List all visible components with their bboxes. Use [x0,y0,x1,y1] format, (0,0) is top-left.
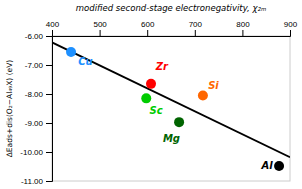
x-tick-label: 600 [141,20,155,29]
y-axis-title: ΔEads+dis(O₂−Al₄₉X) (eV) [5,60,14,158]
marks [52,42,290,171]
x-tick-label: 400 [46,20,60,29]
plot-frame [52,36,290,181]
x-tick: 900 [284,20,298,36]
y-tick-label: -7.00 [25,61,44,70]
regression-line [52,42,290,157]
y-tick: -8.00 [25,90,52,99]
title: modified second-stage electronegativity,… [76,3,266,13]
point [146,79,156,89]
point [66,47,76,57]
x-tick-label: 800 [236,20,250,29]
x-tick-label: 900 [284,20,298,29]
x-tick: 500 [93,20,107,36]
x-tick-label: 700 [189,20,203,29]
x-tick: 700 [189,20,203,36]
x-tick-mark [290,30,291,36]
point-label: Zr [155,61,169,72]
point [141,93,151,103]
point-label: Si [208,80,219,91]
x-axis-line [53,30,291,37]
y-tick-label: -10.00 [20,148,43,157]
x-tick-mark [52,30,53,36]
chart: 400 500 600 700 800 900 -6.00 -7.00 -8.00 -9.00 -1… [0,0,302,189]
point-label: Al [260,160,273,171]
y-tick-mark [46,152,52,153]
y-tick-mark [46,94,52,95]
point-label: Mg [163,133,180,144]
y-tick-mark [46,65,52,66]
y-axis-line [46,37,53,182]
y-tick: -7.00 [25,61,52,70]
y-tick-mark [46,36,52,37]
y-tick-mark [46,181,52,182]
x-tick: 400 [46,20,60,36]
x-tick: 800 [236,20,250,36]
y-tick-label: -8.00 [25,90,44,99]
y-tick-label: -11.00 [21,177,44,186]
y-axis: -6.00 -7.00 -8.00 -9.00 -10.00 -11.00 [20,32,52,186]
y-tick: -11.00 [21,177,52,186]
x-tick-label: 500 [93,20,107,29]
x-tick: 600 [141,20,155,36]
y-tick-mark [46,123,52,124]
x-axis: 400 500 600 700 800 900 [46,20,298,37]
y-tick-label: -6.00 [25,32,44,41]
point [274,161,284,171]
x-tick-mark [147,30,148,36]
y-tick-label: -9.00 [25,119,44,128]
point [174,117,184,127]
plot: 400 500 600 700 800 900 -6.00 -7.00 -8.00 -9.00 -1… [20,20,297,186]
y-tick: -9.00 [25,119,52,128]
point-label: Sc [150,105,163,116]
point-label: Cu [78,56,92,67]
x-tick-mark [242,30,243,36]
x-tick-mark [100,30,101,36]
point [198,90,208,100]
x-tick-mark [195,30,196,36]
y-tick: -6.00 [25,32,52,41]
y-tick: -10.00 [20,148,52,157]
